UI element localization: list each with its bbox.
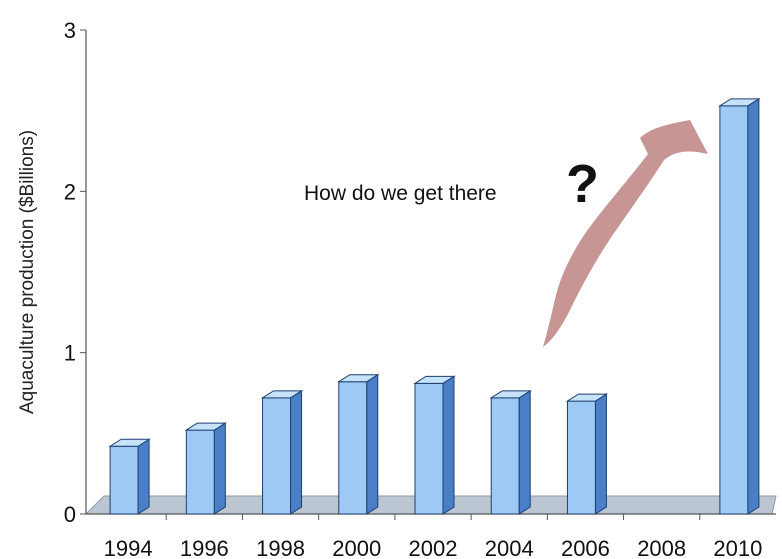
bar-top [565, 393, 609, 402]
bar [337, 373, 380, 515]
x-tick-label: 2000 [332, 536, 381, 559]
x-tick-label: 1998 [256, 536, 305, 559]
bar [184, 422, 228, 515]
bar-top [184, 422, 228, 431]
annotation: How do we get there ? [304, 120, 708, 347]
bar-top [718, 98, 761, 107]
bar [718, 97, 761, 515]
bar-top [413, 375, 456, 384]
bar-front [414, 382, 444, 515]
bar-front [262, 397, 292, 515]
bar [413, 375, 456, 515]
bar-front [185, 429, 215, 515]
bar [565, 393, 609, 515]
x-tick-label: 1994 [104, 536, 153, 559]
arrow-icon [543, 120, 708, 347]
bar-front [566, 400, 596, 515]
y-tick-label: 1 [64, 341, 76, 366]
y-tick-label: 2 [64, 179, 76, 204]
x-tick-label: 1996 [180, 536, 229, 559]
question-mark: ? [566, 154, 599, 214]
x-tick-label: 2008 [637, 536, 686, 559]
bar-side [366, 373, 379, 515]
x-tick-label: 2006 [561, 536, 610, 559]
bar-front [490, 397, 520, 515]
x-tick-label: 2004 [485, 536, 534, 559]
bar-side [442, 375, 455, 515]
y-axis-label: Aquaculture production ($Billions) [17, 130, 38, 414]
bar-side [594, 393, 607, 515]
x-tick-label: 2010 [713, 536, 762, 559]
y-tick-label: 3 [64, 18, 76, 43]
x-tick-label: 2002 [409, 536, 458, 559]
bar-side [747, 97, 760, 515]
bar [260, 389, 304, 515]
annotation-text: How do we get there [304, 182, 497, 205]
bar-top [337, 374, 380, 383]
bar-front [338, 381, 368, 515]
y-tick-label: 0 [64, 502, 76, 527]
bar-front [109, 445, 139, 515]
bar-top [108, 438, 151, 447]
bar-top [489, 390, 532, 399]
bar-side [290, 389, 303, 515]
bar-top [260, 390, 304, 399]
bar-side [213, 422, 226, 515]
bar-side [137, 438, 150, 515]
bar-side [518, 389, 531, 515]
bar [489, 389, 532, 515]
bar [108, 438, 151, 515]
bar-front [719, 105, 749, 515]
